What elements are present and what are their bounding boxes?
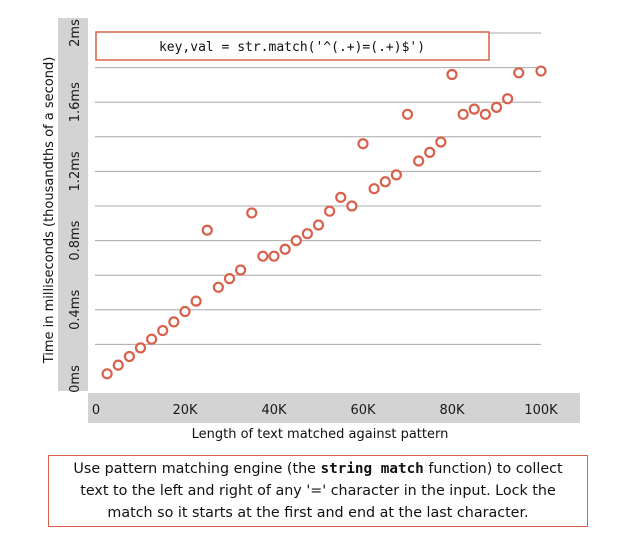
data-point (335, 191, 347, 203)
x-tick-label: 20K (172, 403, 198, 418)
data-point (146, 333, 158, 345)
data-point (201, 224, 213, 236)
x-axis-title: Length of text matched against pattern (192, 427, 449, 442)
x-axis-band (88, 393, 580, 423)
caption-text: Use pattern matching engine (the string … (63, 458, 573, 524)
x-tick-label: 80K (439, 403, 465, 418)
code-snippet-box (95, 31, 490, 61)
data-point (479, 108, 491, 120)
y-axis-title: Time in milliseconds (thousandths of a s… (42, 57, 57, 365)
y-tick-label: 1.6ms (68, 82, 83, 122)
y-tick-label: 1.2ms (68, 151, 83, 191)
data-point (246, 207, 258, 219)
y-axis-band (58, 18, 88, 391)
data-point (123, 350, 135, 363)
x-tick-label: 60K (350, 403, 376, 418)
data-point (190, 295, 202, 307)
data-point (112, 359, 124, 371)
data-point (435, 136, 447, 148)
y-tick-label: 2ms (68, 19, 83, 47)
caption-box: Use pattern matching engine (the string … (48, 455, 588, 527)
y-tick-label: 0.8ms (68, 220, 83, 260)
data-point (168, 316, 180, 328)
data-point (379, 176, 391, 188)
data-point (157, 324, 169, 337)
data-point (134, 342, 147, 354)
x-tick-label: 100K (524, 403, 558, 418)
data-point (468, 103, 480, 115)
data-point (179, 305, 191, 318)
data-point (223, 273, 236, 285)
data-point (301, 228, 313, 240)
data-point (312, 219, 325, 231)
data-point (490, 101, 503, 113)
data-point (268, 250, 280, 262)
data-point (101, 368, 113, 380)
chart: 0ms 0.4ms 0.8ms 1.2ms 1.6ms 2ms 0 20K 40K 60K 80K… (42, 18, 580, 442)
data-point (235, 264, 247, 276)
y-tick-label: 0ms (68, 365, 83, 393)
data-point (513, 67, 525, 79)
data-point (502, 93, 514, 105)
y-tick-labels: 0ms 0.4ms 0.8ms 1.2ms 1.6ms 2ms (68, 19, 83, 393)
data-point (535, 65, 547, 77)
data-point (413, 155, 425, 167)
data-point (257, 250, 269, 262)
data-point (457, 108, 469, 120)
data-point (424, 146, 436, 158)
caption-code: string match (320, 461, 424, 477)
data-point (290, 235, 302, 247)
x-tick-labels: 0 20K 40K 60K 80K 100K (92, 403, 558, 418)
data-point (390, 169, 402, 181)
data-point (357, 138, 369, 150)
data-points (101, 65, 547, 380)
data-point (279, 243, 291, 255)
caption-part-1: Use pattern matching engine (the (73, 461, 321, 477)
data-point (446, 68, 458, 81)
data-point (324, 205, 336, 217)
data-point (212, 281, 224, 293)
data-point (401, 108, 414, 120)
caption-part-2: function) to collect text to the left an… (80, 461, 563, 521)
x-tick-label: 40K (261, 403, 287, 418)
gridlines (95, 32, 541, 345)
y-tick-label: 0.4ms (68, 290, 83, 330)
data-point (346, 200, 358, 212)
x-tick-label: 0 (92, 403, 100, 418)
code-snippet: key,val = str.match('^(.+)=(.+)$') (159, 40, 425, 55)
data-point (368, 183, 380, 195)
